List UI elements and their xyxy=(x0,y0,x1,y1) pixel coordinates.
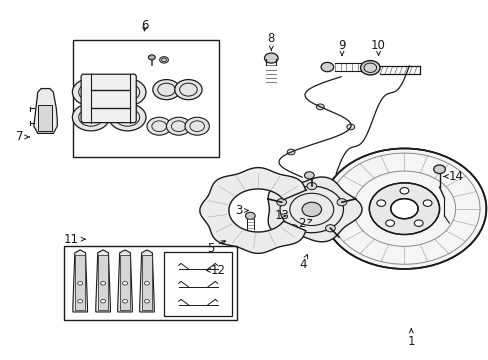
Circle shape xyxy=(174,80,202,100)
Text: 11: 11 xyxy=(64,233,85,246)
Bar xyxy=(38,105,52,131)
Polygon shape xyxy=(81,74,136,123)
Circle shape xyxy=(336,199,346,206)
Circle shape xyxy=(122,282,127,285)
Circle shape xyxy=(325,225,335,232)
Bar xyxy=(75,255,85,310)
Text: 12: 12 xyxy=(206,264,224,277)
Circle shape xyxy=(322,148,486,269)
Text: 13: 13 xyxy=(275,210,289,222)
Text: 6: 6 xyxy=(141,19,148,32)
Circle shape xyxy=(159,57,168,63)
Circle shape xyxy=(101,300,105,303)
Text: 1: 1 xyxy=(407,329,414,348)
Circle shape xyxy=(109,78,146,106)
Bar xyxy=(98,255,108,310)
Circle shape xyxy=(147,117,171,135)
Bar xyxy=(163,252,232,316)
Circle shape xyxy=(423,200,431,206)
Circle shape xyxy=(433,165,445,174)
Circle shape xyxy=(78,300,82,303)
Polygon shape xyxy=(118,250,132,312)
Text: 2: 2 xyxy=(298,216,311,230)
Circle shape xyxy=(153,80,180,100)
Circle shape xyxy=(122,300,127,303)
Circle shape xyxy=(184,117,209,135)
Circle shape xyxy=(316,104,324,110)
Circle shape xyxy=(304,172,314,179)
Text: 14: 14 xyxy=(443,170,463,183)
Polygon shape xyxy=(200,168,306,253)
Circle shape xyxy=(166,117,190,135)
Circle shape xyxy=(346,124,354,130)
Circle shape xyxy=(72,104,109,131)
Polygon shape xyxy=(73,250,87,312)
Circle shape xyxy=(148,55,155,60)
Circle shape xyxy=(144,300,149,303)
Circle shape xyxy=(306,183,316,190)
Circle shape xyxy=(101,282,105,285)
Text: 5: 5 xyxy=(206,241,225,255)
Circle shape xyxy=(376,200,385,206)
Polygon shape xyxy=(140,250,154,312)
Circle shape xyxy=(302,202,321,217)
Circle shape xyxy=(288,225,297,232)
Text: 9: 9 xyxy=(338,39,345,55)
Circle shape xyxy=(109,104,146,131)
Circle shape xyxy=(360,60,379,75)
Circle shape xyxy=(286,149,294,155)
Circle shape xyxy=(413,220,422,226)
Circle shape xyxy=(144,282,149,285)
Polygon shape xyxy=(34,89,57,134)
Text: 7: 7 xyxy=(17,130,29,144)
Text: 4: 4 xyxy=(299,255,307,271)
Circle shape xyxy=(399,188,408,194)
Circle shape xyxy=(385,220,394,226)
Polygon shape xyxy=(267,177,361,242)
Circle shape xyxy=(72,78,109,106)
Bar xyxy=(120,255,130,310)
Bar xyxy=(73,40,219,157)
Circle shape xyxy=(368,183,439,234)
Circle shape xyxy=(264,53,278,63)
Circle shape xyxy=(276,199,286,206)
Bar xyxy=(142,255,152,310)
Text: 10: 10 xyxy=(370,39,385,55)
Circle shape xyxy=(321,62,333,72)
Circle shape xyxy=(78,282,82,285)
Bar xyxy=(64,246,237,320)
Text: 8: 8 xyxy=(267,32,274,50)
Text: 3: 3 xyxy=(234,204,248,217)
Circle shape xyxy=(245,212,255,220)
Polygon shape xyxy=(96,250,110,312)
Circle shape xyxy=(390,199,417,219)
